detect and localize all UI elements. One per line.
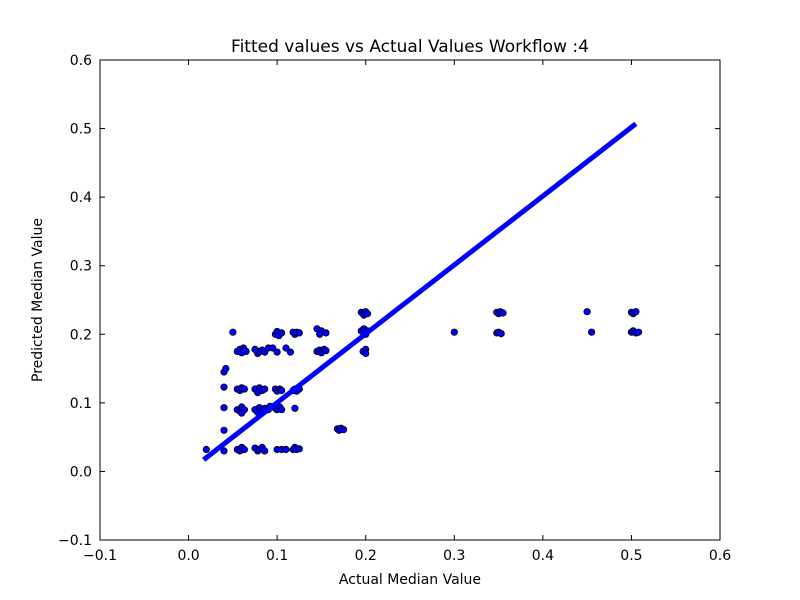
data-point <box>587 328 596 336</box>
data-point <box>261 385 269 393</box>
data-point <box>499 309 507 317</box>
x-tick-label: 0.4 <box>532 548 554 564</box>
data-point <box>222 364 230 373</box>
data-point <box>450 328 458 336</box>
plot-frame <box>99 59 721 541</box>
y-tick-label: 0.3 <box>70 259 92 275</box>
x-axis: −0.1 0.0 0.1 0.2 0.3 0.4 0.5 0.6 <box>83 60 731 564</box>
y-tick-label: 0.0 <box>70 464 92 480</box>
x-tick-label: 0.0 <box>177 548 199 564</box>
data-point <box>277 329 286 337</box>
data-point <box>282 445 290 454</box>
data-point <box>583 308 591 316</box>
data-point <box>277 386 286 395</box>
data-point <box>220 447 228 455</box>
y-tick-label: −0.1 <box>58 533 92 549</box>
data-point <box>238 409 246 417</box>
y-tick-label: 0.1 <box>70 396 92 412</box>
data-point <box>261 447 269 455</box>
data-point <box>316 330 324 338</box>
y-tick-label: 0.6 <box>70 53 92 69</box>
data-point <box>273 348 281 356</box>
data-point <box>220 404 228 412</box>
plot-area <box>202 121 643 462</box>
y-axis-label: Predicted Median Value <box>30 218 46 382</box>
x-tick-label: 0.1 <box>266 548 288 564</box>
data-point <box>240 445 248 454</box>
data-point <box>240 385 248 393</box>
data-point <box>220 383 228 391</box>
data-point <box>497 329 505 338</box>
data-points <box>202 308 643 455</box>
data-point <box>363 310 372 318</box>
data-point <box>362 349 370 358</box>
x-tick-label: 0.3 <box>443 548 465 564</box>
data-point <box>282 344 290 352</box>
data-point <box>634 328 643 336</box>
fit-line <box>202 121 638 462</box>
y-tick-label: 0.4 <box>70 190 92 206</box>
data-point <box>277 406 286 414</box>
data-point <box>295 329 303 337</box>
x-tick-label: 0.2 <box>355 548 377 564</box>
data-point <box>632 308 640 316</box>
data-point <box>286 348 294 356</box>
y-tick-label: 0.5 <box>70 122 92 138</box>
x-tick-label: 0.5 <box>620 548 642 564</box>
data-point <box>295 445 303 453</box>
data-point <box>220 426 228 434</box>
data-point <box>291 404 299 412</box>
data-point <box>202 445 210 454</box>
x-tick-label: 0.6 <box>709 548 731 564</box>
y-axis: −0.1 0.0 0.1 0.2 0.3 0.4 0.5 0.6 <box>58 53 720 549</box>
data-point <box>229 328 237 336</box>
data-point <box>269 344 277 352</box>
data-point <box>322 347 330 355</box>
data-point <box>339 425 348 434</box>
y-tick-label: 0.2 <box>70 327 92 343</box>
data-point <box>322 329 330 337</box>
data-point <box>242 347 250 355</box>
x-axis-label: Actual Median Value <box>339 572 481 588</box>
chart-title: Fitted values vs Actual Values Workflow … <box>231 37 589 57</box>
x-tick-label: −0.1 <box>83 548 117 564</box>
